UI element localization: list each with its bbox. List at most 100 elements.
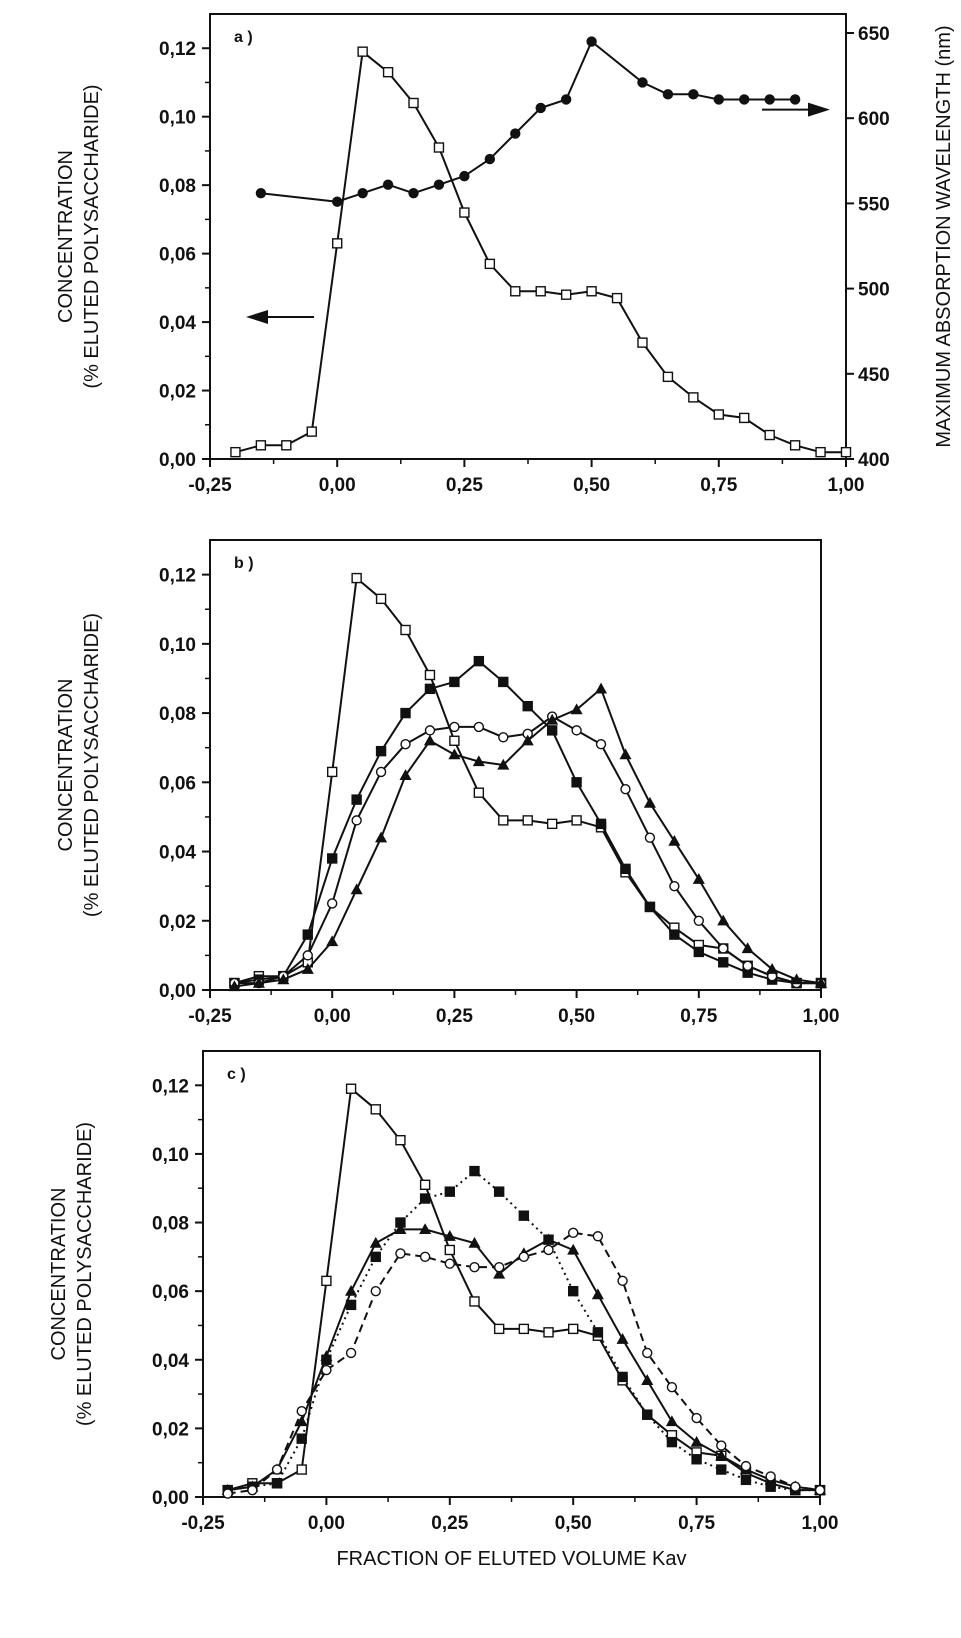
y-tick-label: 0,08 bbox=[152, 1214, 189, 1235]
panel-a: -0,25 0,00 0,25 0,50 0,75 1,00 0,00 0,02 0,04 0,0… bbox=[55, 13, 955, 496]
y-tick-label: 0,08 bbox=[159, 704, 196, 725]
series-line-0 bbox=[227, 1087, 820, 1492]
data-point-1 bbox=[637, 77, 648, 88]
y-tick-label: 0,12 bbox=[159, 566, 196, 587]
data-point-3 bbox=[326, 935, 339, 947]
data-point-0 bbox=[321, 1275, 332, 1287]
data-point-2 bbox=[620, 784, 631, 795]
data-point-3 bbox=[521, 734, 534, 746]
arrow-right-annotation bbox=[762, 102, 830, 117]
data-point-1 bbox=[459, 170, 470, 182]
y-tick-label: 0,10 bbox=[152, 1145, 189, 1166]
y-tick-label: 0,10 bbox=[159, 108, 196, 129]
data-point-1 bbox=[522, 700, 533, 712]
data-point-0 bbox=[281, 440, 292, 451]
data-point-0 bbox=[493, 1323, 505, 1335]
data-point-1 bbox=[586, 36, 597, 47]
data-point-0 bbox=[560, 289, 572, 300]
data-point-3 bbox=[497, 758, 510, 770]
data-point-0 bbox=[522, 815, 533, 826]
data-point-2 bbox=[742, 960, 753, 971]
data-point-3 bbox=[472, 755, 485, 767]
x-tick-label: 0,25 bbox=[446, 475, 483, 496]
data-point-1 bbox=[449, 676, 460, 688]
data-point-3 bbox=[395, 1248, 406, 1259]
data-point-3 bbox=[595, 682, 608, 694]
data-point-2 bbox=[424, 725, 436, 736]
data-point-2 bbox=[690, 1435, 703, 1447]
y-axis-subtitle: (% ELUTED POLYSACCHARIDE) bbox=[81, 84, 103, 388]
data-point-2 bbox=[641, 1374, 654, 1385]
plot-frame bbox=[202, 1050, 821, 1498]
data-point-0 bbox=[351, 572, 362, 584]
data-point-1 bbox=[739, 94, 750, 105]
data-point-3 bbox=[423, 734, 436, 746]
data-point-1 bbox=[740, 1474, 752, 1486]
data-point-1 bbox=[296, 1433, 307, 1444]
data-point-1 bbox=[592, 1327, 604, 1338]
data-point-0 bbox=[395, 1134, 406, 1146]
data-point-3 bbox=[448, 748, 461, 760]
data-point-0 bbox=[510, 286, 521, 297]
data-point-3 bbox=[642, 1347, 653, 1359]
y-tick-label: 0,06 bbox=[152, 1282, 189, 1303]
data-point-2 bbox=[669, 880, 680, 892]
y2-tick-label: 400 bbox=[858, 450, 890, 471]
data-point-0 bbox=[815, 446, 826, 458]
y-tick-label: 0,12 bbox=[159, 39, 196, 60]
data-point-2 bbox=[449, 721, 460, 733]
data-point-0 bbox=[433, 142, 445, 153]
data-point-1 bbox=[560, 94, 572, 105]
y-axis-title: CONCENTRATION bbox=[48, 1188, 70, 1361]
data-point-0 bbox=[789, 440, 801, 451]
data-point-2 bbox=[473, 721, 485, 733]
data-point-3 bbox=[617, 1275, 628, 1287]
data-point-3 bbox=[570, 703, 583, 715]
x-tick-label: 0,25 bbox=[431, 1513, 468, 1534]
data-point-0 bbox=[306, 426, 317, 437]
y-tick-label: 0,02 bbox=[152, 1419, 189, 1440]
data-point-1 bbox=[510, 128, 521, 139]
data-point-1 bbox=[620, 863, 631, 875]
data-point-1 bbox=[424, 683, 436, 695]
y-tick-label: 0,00 bbox=[159, 981, 196, 1002]
y2-tick-label: 650 bbox=[858, 24, 890, 45]
x-tick-label: 0,00 bbox=[314, 1006, 351, 1027]
data-point-3 bbox=[766, 963, 779, 974]
data-point-3 bbox=[568, 1227, 579, 1239]
data-point-3 bbox=[643, 796, 656, 808]
data-point-1 bbox=[789, 94, 801, 105]
y-tick-label: 0,04 bbox=[159, 843, 196, 864]
data-point-0 bbox=[543, 1327, 554, 1338]
panel-label: b ) bbox=[234, 555, 254, 572]
data-point-1 bbox=[666, 1436, 678, 1448]
plot-frame bbox=[209, 539, 822, 991]
data-point-1 bbox=[351, 794, 362, 805]
data-point-1 bbox=[400, 707, 411, 719]
data-point-2 bbox=[595, 739, 607, 750]
data-point-2 bbox=[693, 915, 704, 926]
y2-axis-title: MAXIMUM ABSORPTION WAVELENGTH (nm) bbox=[933, 25, 955, 447]
x-tick-label: -0,25 bbox=[181, 1513, 225, 1534]
x-tick-label: -0,25 bbox=[188, 1006, 232, 1027]
data-point-2 bbox=[351, 815, 362, 826]
y-axis-subtitle: (% ELUTED POLYSACCHARIDE) bbox=[81, 613, 103, 917]
data-point-1 bbox=[535, 102, 546, 114]
data-point-2 bbox=[715, 1449, 728, 1461]
data-point-1 bbox=[382, 179, 394, 190]
data-point-3 bbox=[518, 1251, 530, 1263]
y2-tick-label: 550 bbox=[858, 194, 890, 215]
data-point-0 bbox=[449, 735, 460, 746]
data-point-0 bbox=[498, 815, 509, 826]
data-point-1 bbox=[716, 1464, 727, 1475]
data-point-3 bbox=[740, 1460, 752, 1472]
data-point-3 bbox=[247, 1484, 258, 1496]
data-point-0 bbox=[419, 1179, 431, 1191]
data-point-1 bbox=[271, 1478, 283, 1489]
data-point-3 bbox=[765, 1471, 776, 1482]
data-point-3 bbox=[493, 1261, 505, 1273]
panel-c: -0,25 0,00 0,25 0,50 0,75 1,00 0,00 0,02 0,04 0,0… bbox=[48, 1050, 838, 1570]
data-point-1 bbox=[375, 745, 387, 757]
data-point-3 bbox=[375, 831, 388, 843]
data-point-3 bbox=[252, 976, 265, 988]
